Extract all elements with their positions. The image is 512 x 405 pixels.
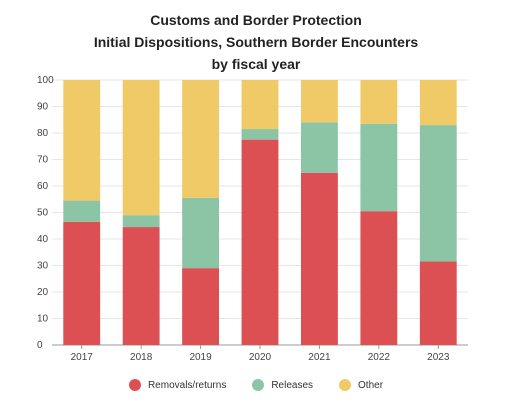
bar-releases-2020 — [241, 129, 279, 140]
bar-other-2019 — [182, 80, 219, 198]
y-tick-label: 90 — [37, 102, 49, 113]
y-tick-label: 40 — [37, 234, 49, 245]
x-tick-label: 2021 — [308, 352, 331, 363]
chart-title-line-3: by fiscal year — [211, 56, 301, 72]
legend-item-other: Other — [339, 379, 383, 391]
bar-removals-returns-2021 — [301, 172, 338, 345]
y-tick-label: 20 — [37, 287, 49, 298]
bar-removals-returns-2018 — [122, 227, 160, 345]
bar-other-2020 — [241, 80, 279, 130]
x-tick-label: 2019 — [189, 352, 212, 363]
bar-other-2021 — [301, 80, 338, 123]
bar-releases-2023 — [419, 125, 457, 262]
chart-title-line-1: Customs and Border Protection — [150, 12, 362, 28]
legend-label-other: Other — [358, 379, 384, 391]
bar-releases-2021 — [301, 122, 338, 173]
y-tick-label: 0 — [37, 340, 43, 351]
bar-releases-2018 — [122, 215, 160, 228]
bar-removals-returns-2023 — [419, 261, 457, 345]
bar-removals-returns-2020 — [241, 139, 279, 345]
legend-swatch-releases — [252, 379, 265, 391]
legend-label-releases: Releases — [271, 379, 314, 391]
legend-swatch-other — [339, 379, 352, 391]
legend-label-removals: Removals/returns — [147, 379, 227, 391]
legend: Removals/returns Releases Other — [0, 379, 512, 391]
bar-other-2017 — [63, 80, 101, 201]
bar-other-2023 — [419, 80, 457, 126]
y-tick-label: 60 — [37, 181, 49, 192]
x-tick-label: 2017 — [71, 352, 94, 363]
y-tick-label: 50 — [37, 208, 49, 219]
y-tick-label: 80 — [37, 128, 49, 139]
bar-other-2022 — [360, 80, 398, 124]
bar-releases-2022 — [360, 123, 398, 212]
bar-removals-returns-2017 — [63, 221, 101, 345]
bar-removals-returns-2019 — [182, 268, 219, 345]
bar-releases-2019 — [182, 197, 219, 269]
y-tick-label: 30 — [37, 261, 49, 272]
y-tick-label: 10 — [37, 314, 49, 325]
x-tick-label: 2022 — [368, 352, 391, 363]
bar-removals-returns-2022 — [360, 211, 398, 345]
stacked-bar-chart: 0 10 20 30 40 50 60 70 80 90 100 2017 2018 2019 2020 20… — [37, 75, 468, 363]
x-tick-label: 2018 — [130, 352, 153, 363]
legend-item-releases: Releases — [252, 379, 313, 391]
x-tick-label: 2020 — [249, 352, 272, 363]
bar-releases-2017 — [63, 200, 101, 222]
x-tick-label: 2023 — [427, 352, 450, 363]
y-tick-label: 70 — [37, 155, 49, 166]
chart-title-line-2: Initial Dispositions, Southern Border En… — [93, 34, 419, 50]
y-tick-label: 100 — [37, 75, 54, 86]
bar-other-2018 — [122, 80, 160, 216]
legend-item-removals: Removals/returns — [128, 379, 227, 391]
legend-swatch-removals — [128, 379, 141, 391]
